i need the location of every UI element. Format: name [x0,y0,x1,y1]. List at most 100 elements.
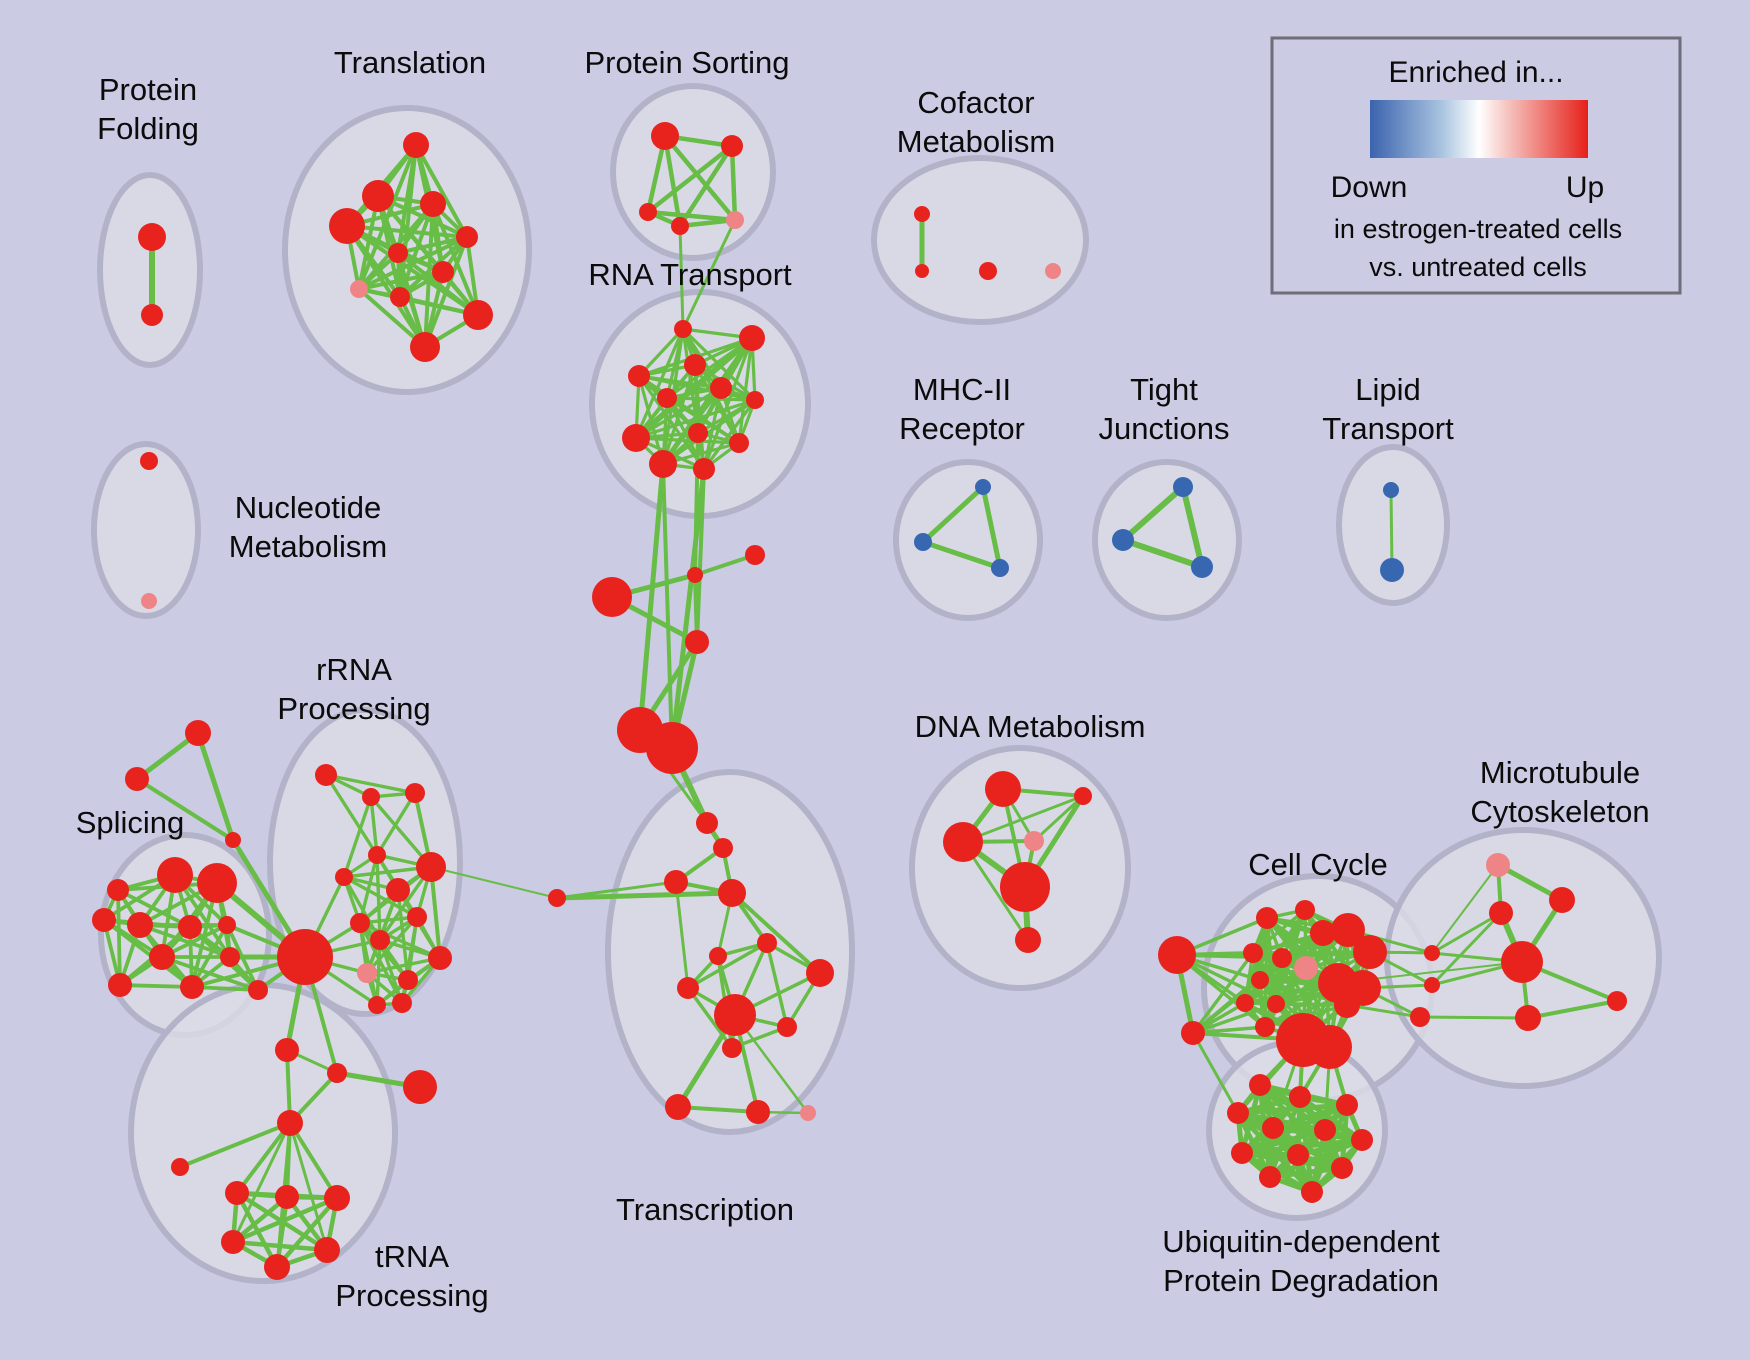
gene-set-node[interactable] [1301,1181,1323,1203]
gene-set-node[interactable] [407,907,427,927]
gene-set-node[interactable] [729,433,749,453]
gene-set-node[interactable] [432,261,454,283]
gene-set-node[interactable] [157,857,193,893]
gene-set-node[interactable] [710,377,732,399]
gene-set-node[interactable] [622,424,650,452]
gene-set-node[interactable] [416,852,446,882]
gene-set-node[interactable] [1314,1119,1336,1141]
gene-set-node[interactable] [388,243,408,263]
gene-set-node[interactable] [649,450,677,478]
gene-set-node[interactable] [264,1254,290,1280]
gene-set-node[interactable] [1173,477,1193,497]
gene-set-node[interactable] [713,838,733,858]
gene-set-node[interactable] [403,1070,437,1104]
gene-set-node[interactable] [220,947,240,967]
gene-set-node[interactable] [1262,1117,1284,1139]
gene-set-node[interactable] [225,832,241,848]
gene-set-node[interactable] [1308,1025,1352,1069]
gene-set-node[interactable] [915,264,929,278]
gene-set-node[interactable] [709,947,727,965]
gene-set-node[interactable] [1045,263,1061,279]
gene-set-node[interactable] [746,391,764,409]
gene-set-node[interactable] [685,630,709,654]
gene-set-node[interactable] [979,262,997,280]
gene-set-node[interactable] [350,280,368,298]
gene-set-node[interactable] [745,545,765,565]
gene-set-node[interactable] [688,423,708,443]
gene-set-node[interactable] [1181,1021,1205,1045]
gene-set-node[interactable] [456,226,478,248]
gene-set-node[interactable] [1351,1129,1373,1151]
gene-set-node[interactable] [1272,948,1292,968]
gene-set-node[interactable] [178,915,202,939]
gene-set-node[interactable] [1334,992,1360,1018]
gene-set-node[interactable] [149,944,175,970]
gene-set-node[interactable] [275,1185,299,1209]
gene-set-node[interactable] [726,211,744,229]
gene-set-node[interactable] [1501,941,1543,983]
gene-set-node[interactable] [1424,945,1440,961]
gene-set-node[interactable] [646,722,698,774]
gene-set-node[interactable] [914,206,930,222]
gene-set-node[interactable] [746,1100,770,1124]
gene-set-node[interactable] [368,846,386,864]
gene-set-node[interactable] [350,913,370,933]
gene-set-node[interactable] [718,879,746,907]
gene-set-node[interactable] [1380,558,1404,582]
gene-set-node[interactable] [314,1237,340,1263]
gene-set-node[interactable] [248,980,268,1000]
gene-set-node[interactable] [141,304,163,326]
gene-set-node[interactable] [671,217,689,235]
gene-set-node[interactable] [677,977,699,999]
gene-set-node[interactable] [1486,853,1510,877]
gene-set-node[interactable] [592,577,632,617]
gene-set-node[interactable] [428,946,452,970]
gene-set-node[interactable] [1310,920,1336,946]
gene-set-node[interactable] [1231,1142,1253,1164]
gene-set-node[interactable] [985,771,1021,807]
gene-set-node[interactable] [92,908,116,932]
gene-set-node[interactable] [171,1158,189,1176]
gene-set-node[interactable] [1289,1086,1311,1108]
gene-set-node[interactable] [1255,1017,1275,1037]
gene-set-node[interactable] [277,1110,303,1136]
gene-set-node[interactable] [141,593,157,609]
gene-set-node[interactable] [368,996,386,1014]
gene-set-node[interactable] [777,1017,797,1037]
gene-set-node[interactable] [386,878,410,902]
gene-set-node[interactable] [1383,482,1399,498]
gene-set-node[interactable] [665,1094,691,1120]
gene-set-node[interactable] [125,767,149,791]
gene-set-node[interactable] [696,812,718,834]
gene-set-node[interactable] [1410,1007,1430,1027]
gene-set-node[interactable] [1259,1166,1281,1188]
gene-set-node[interactable] [107,879,129,901]
gene-set-node[interactable] [1294,956,1318,980]
gene-set-node[interactable] [1191,556,1213,578]
gene-set-node[interactable] [405,783,425,803]
gene-set-node[interactable] [329,208,365,244]
gene-set-node[interactable] [1015,927,1041,953]
gene-set-node[interactable] [1024,831,1044,851]
gene-set-node[interactable] [1353,935,1387,969]
gene-set-node[interactable] [1227,1102,1249,1124]
gene-set-node[interactable] [463,300,493,330]
gene-set-node[interactable] [975,479,991,495]
gene-set-node[interactable] [180,975,204,999]
gene-set-node[interactable] [275,1038,299,1062]
gene-set-node[interactable] [197,863,237,903]
gene-set-node[interactable] [390,287,410,307]
gene-set-node[interactable] [108,973,132,997]
gene-set-node[interactable] [800,1105,816,1121]
gene-set-node[interactable] [335,868,353,886]
gene-set-node[interactable] [370,930,390,950]
gene-set-node[interactable] [1256,907,1278,929]
gene-set-node[interactable] [357,963,377,983]
gene-set-node[interactable] [739,325,765,351]
gene-set-node[interactable] [628,365,650,387]
gene-set-node[interactable] [1000,862,1050,912]
gene-set-node[interactable] [664,870,688,894]
gene-set-node[interactable] [721,135,743,157]
gene-set-node[interactable] [1112,529,1134,551]
gene-set-node[interactable] [1074,787,1092,805]
